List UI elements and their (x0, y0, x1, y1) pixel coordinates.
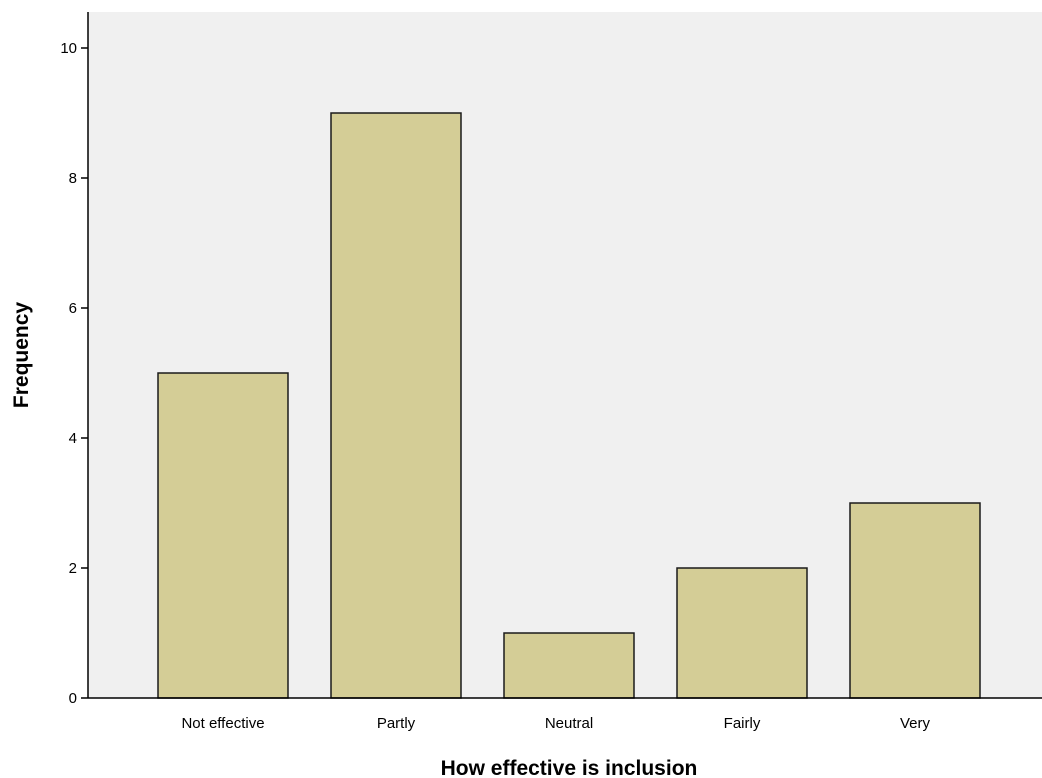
y-tick-label: 6 (69, 300, 77, 317)
y-axis-title: Frequency (10, 302, 33, 409)
x-tick-label: Very (900, 715, 931, 732)
y-tick-label: 4 (69, 430, 77, 447)
x-tick-label: Fairly (724, 715, 761, 732)
x-tick-label: Not effective (181, 715, 264, 732)
bar-fairly (676, 567, 808, 699)
y-tick-label: 2 (69, 560, 77, 577)
y-ticks-group: 0 2 4 6 8 10 (60, 40, 88, 707)
y-tick-label: 8 (69, 170, 77, 187)
bar-partly (330, 112, 462, 699)
y-tick-label: 10 (60, 40, 77, 57)
x-tick-label: Neutral (545, 715, 593, 732)
y-tick-label: 0 (69, 690, 77, 707)
bar-not-effective (157, 372, 289, 699)
x-labels-group: Not effective Partly Neutral Fairly Very (181, 715, 930, 732)
bar-very (849, 502, 981, 699)
x-tick-label: Partly (377, 715, 416, 732)
x-axis-title: How effective is inclusion (441, 757, 698, 778)
bar-neutral (503, 632, 635, 699)
bars-group (157, 112, 981, 699)
